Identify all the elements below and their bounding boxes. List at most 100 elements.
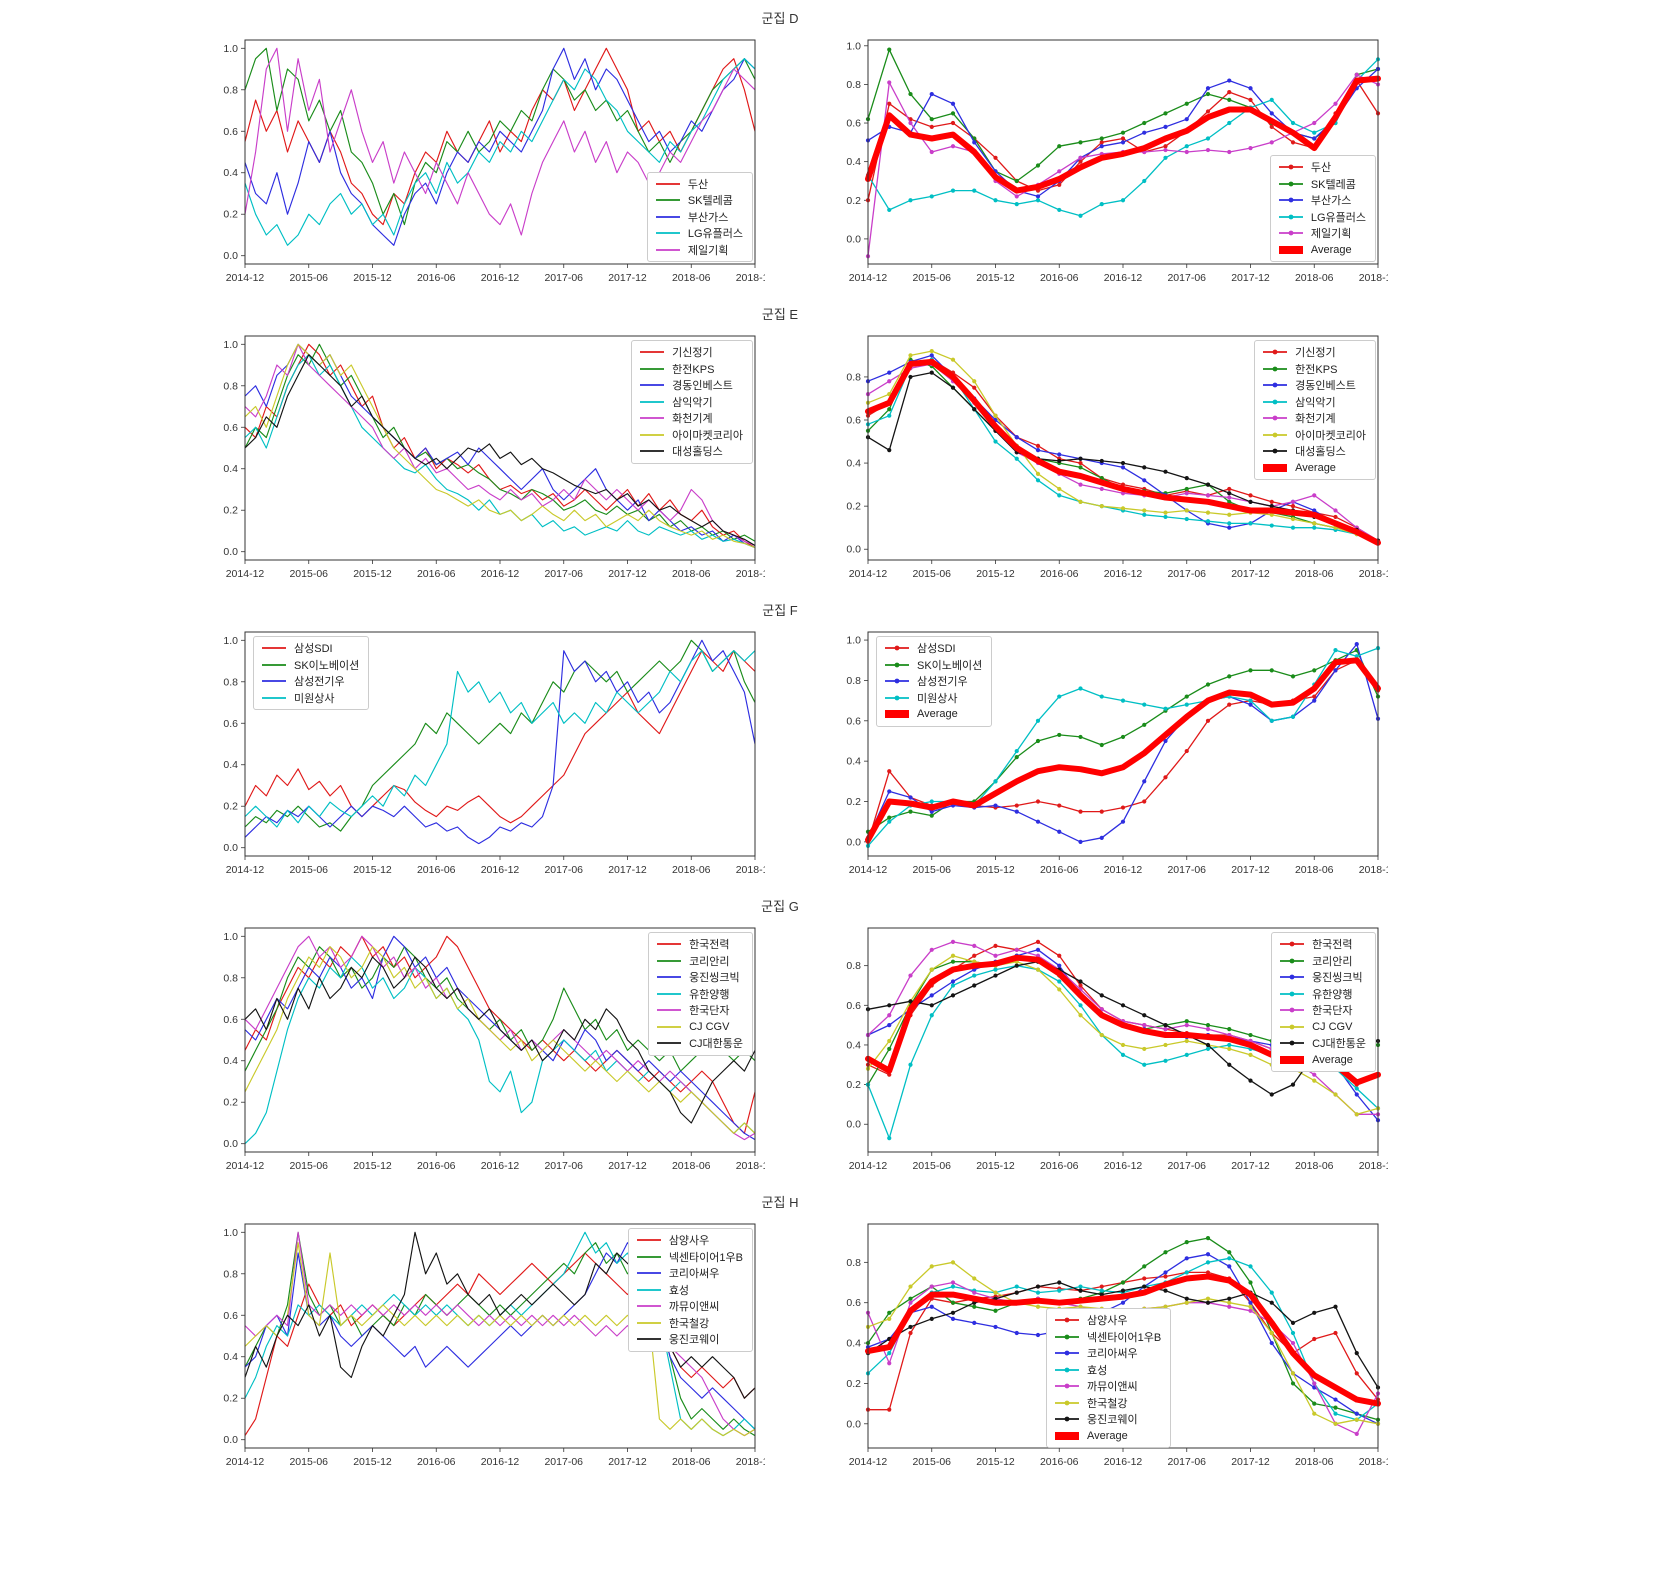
svg-text:0.8: 0.8 <box>846 79 861 91</box>
svg-text:0.6: 0.6 <box>223 1310 238 1322</box>
svg-text:0.8: 0.8 <box>846 371 861 383</box>
svg-text:2017-06: 2017-06 <box>544 864 583 876</box>
svg-text:2015-12: 2015-12 <box>976 568 1015 580</box>
svg-text:2014-12: 2014-12 <box>226 1160 265 1172</box>
legend-label: SK이노베이션 <box>294 659 360 672</box>
svg-text:2017-06: 2017-06 <box>544 1160 583 1172</box>
chart-canvas-cluster-g-left: 0.0 0.2 0.4 0.6 0.8 1.0 2014-12 2015-06 2015-12 2… <box>223 927 765 1172</box>
legend-item: LG유플러스 <box>655 225 743 242</box>
chart-canvas-cluster-e-left: 0.0 0.2 0.4 0.6 0.8 1.0 2014-12 2015-06 2015-12 2… <box>223 335 765 580</box>
cluster-title-f: 군집 F <box>762 603 798 618</box>
svg-text:0.4: 0.4 <box>846 458 861 470</box>
legend-label: Average <box>917 708 958 721</box>
legend-label: 한전KPS <box>1295 363 1338 376</box>
svg-text:0.2: 0.2 <box>846 796 861 808</box>
chart-canvas-cluster-d-left: 0.0 0.2 0.4 0.6 0.8 1.0 2014-12 2015-06 2015-12 2… <box>223 39 765 284</box>
legend-item: 삼성전기우 <box>884 673 982 690</box>
legend-item: 미원상사 <box>261 690 359 707</box>
legend-cluster-g-left: 한국전력 코리안리 웅진씽크빅 유한양행 한국단자 CJ CGV CJ대한통운 <box>648 932 753 1056</box>
svg-text:2017-06: 2017-06 <box>1167 1160 1206 1172</box>
svg-text:2015-12: 2015-12 <box>976 1160 1015 1172</box>
legend-label: LG유플러스 <box>687 228 743 241</box>
svg-text:0.8: 0.8 <box>223 972 238 984</box>
legend-label: 부산가스 <box>687 211 729 224</box>
legend-cluster-h-right: 삼양사우 넥센타이어1우B 코리아써우 효성 까뮤이앤씨 한국철강 웅진코웨이 Average <box>1046 1308 1172 1448</box>
legend-label: 한전KPS <box>672 363 715 376</box>
svg-text:1.0: 1.0 <box>223 43 238 55</box>
chart-canvas-cluster-d-right: 0.0 0.2 0.4 0.6 0.8 1.0 2014-12 2015-06 2015-12 2… <box>846 39 1388 284</box>
legend-item: 한국전력 <box>656 936 743 953</box>
svg-text:2018-06: 2018-06 <box>1295 864 1334 876</box>
svg-text:2018-06: 2018-06 <box>672 272 711 284</box>
svg-text:0.4: 0.4 <box>223 167 238 179</box>
svg-text:0.4: 0.4 <box>846 1338 861 1350</box>
legend-item: 두산 <box>655 176 743 193</box>
svg-text:2015-06: 2015-06 <box>289 272 328 284</box>
legend-item: SK이노베이션 <box>261 657 359 674</box>
svg-text:2017-12: 2017-12 <box>608 1456 647 1468</box>
legend-label: 두산 <box>687 178 709 191</box>
svg-text:2017-12: 2017-12 <box>1231 272 1270 284</box>
legend-label: 삼익악기 <box>1295 396 1336 409</box>
legend-label: CJ대한통운 <box>1312 1038 1366 1051</box>
svg-text:2017-12: 2017-12 <box>608 864 647 876</box>
svg-text:2016-12: 2016-12 <box>481 864 520 876</box>
svg-text:0.4: 0.4 <box>846 756 861 768</box>
legend-label: 넥센타이어1우B <box>1087 1331 1162 1344</box>
legend-label: 유한양행 <box>1312 988 1353 1001</box>
cluster-title-h: 군집 H <box>761 1195 799 1210</box>
legend-item: 까뮤이앤씨 <box>1054 1378 1161 1395</box>
svg-text:2018-12: 2018-12 <box>1359 1160 1388 1172</box>
svg-text:2014-12: 2014-12 <box>226 272 265 284</box>
legend-label: 기신정기 <box>1295 347 1336 360</box>
svg-text:2018-12: 2018-12 <box>736 568 765 580</box>
legend-label: 삼성전기우 <box>294 676 345 689</box>
svg-text:0.0: 0.0 <box>223 842 238 854</box>
legend-item: 한국철강 <box>636 1315 743 1332</box>
legend-label: 아이마켓코리아 <box>672 429 743 442</box>
legend-label: 제일기획 <box>687 244 729 257</box>
legend-cluster-h-left: 삼양사우 넥센타이어1우B 코리아써우 효성 까뮤이앤씨 한국철강 웅진코웨이 <box>627 1228 753 1352</box>
legend-label: 아이마켓코리아 <box>1295 429 1366 442</box>
legend-item: 코리안리 <box>656 953 743 970</box>
legend-label: Average <box>1087 1429 1128 1442</box>
legend-label: 화천기계 <box>1295 413 1336 426</box>
legend-label: 효성 <box>1087 1364 1108 1377</box>
legend-item: 웅진코웨이 <box>1054 1411 1161 1428</box>
legend-item: 제일기획 <box>655 242 743 259</box>
legend-label: Average <box>1295 461 1336 474</box>
legend-label: 코리안리 <box>689 955 730 968</box>
svg-text:2018-12: 2018-12 <box>736 272 765 284</box>
svg-text:2015-12: 2015-12 <box>353 1160 392 1172</box>
svg-text:0.0: 0.0 <box>846 836 861 848</box>
svg-text:2014-12: 2014-12 <box>849 272 888 284</box>
legend-item: 대성홀딩스 <box>1262 443 1366 460</box>
svg-text:2015-06: 2015-06 <box>912 1160 951 1172</box>
legend-label: 웅진코웨이 <box>1087 1414 1138 1427</box>
legend-label: 부산가스 <box>1310 195 1352 208</box>
svg-text:2016-12: 2016-12 <box>481 272 520 284</box>
legend-item: Average <box>1278 242 1366 259</box>
legend-item: 삼성SDI <box>261 640 359 657</box>
legend-label: 한국철강 <box>1087 1397 1128 1410</box>
svg-text:0.2: 0.2 <box>846 195 861 207</box>
cluster-title-e: 군집 E <box>761 307 799 322</box>
svg-text:0.6: 0.6 <box>223 1014 238 1026</box>
legend-item: 아이마켓코리아 <box>1262 427 1366 444</box>
legend-label: 화천기계 <box>672 413 713 426</box>
svg-text:0.8: 0.8 <box>846 1257 861 1269</box>
legend-cluster-f-right: 삼성SDI SK이노베이션 삼성전기우 미원상사 Average <box>876 636 993 727</box>
chart-cluster-h-right: 0.0 0.2 0.4 0.6 0.8 2014-12 2015-06 2015-12 2016… <box>818 1216 1388 1482</box>
svg-text:2016-12: 2016-12 <box>481 1456 520 1468</box>
svg-text:2017-06: 2017-06 <box>1167 864 1206 876</box>
svg-text:2018-06: 2018-06 <box>1295 568 1334 580</box>
svg-text:2016-12: 2016-12 <box>1104 1456 1143 1468</box>
svg-text:1.0: 1.0 <box>223 339 238 351</box>
legend-item: 삼성전기우 <box>261 673 359 690</box>
svg-text:1.0: 1.0 <box>223 635 238 647</box>
svg-text:2016-06: 2016-06 <box>1040 1160 1079 1172</box>
svg-text:2015-06: 2015-06 <box>289 568 328 580</box>
svg-text:2018-06: 2018-06 <box>672 568 711 580</box>
legend-label: 삼성SDI <box>917 643 956 656</box>
